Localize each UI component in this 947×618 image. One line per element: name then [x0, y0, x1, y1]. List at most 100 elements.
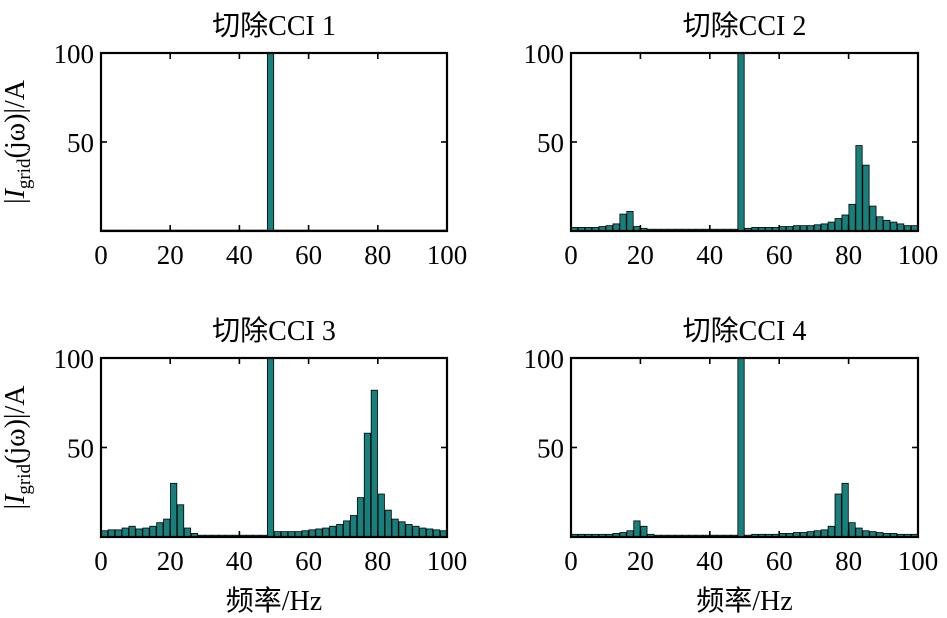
- y-tick-label: 100: [524, 39, 565, 69]
- x-axis-label: 频率/Hz: [226, 585, 322, 617]
- bar: [156, 522, 164, 538]
- chart-panel-4: 0 20 40 60 80 100 50 100 切除CCI 4 频率/Hz: [524, 315, 939, 617]
- bar: [398, 521, 406, 538]
- x-tick-label: 100: [427, 240, 468, 270]
- x-tick-label: 60: [295, 546, 322, 576]
- bar: [848, 203, 856, 232]
- bar: [266, 357, 275, 538]
- bar: [391, 518, 399, 538]
- bar: [841, 214, 849, 232]
- x-tick-label: 40: [226, 546, 253, 576]
- x-tick-label: 40: [696, 546, 723, 576]
- bar: [343, 520, 351, 538]
- bar-series: [100, 357, 448, 538]
- bar: [626, 211, 634, 232]
- x-tick-label: 60: [766, 240, 793, 270]
- y-tick-label: 50: [537, 434, 564, 464]
- bar-series: [100, 52, 448, 232]
- bar: [619, 213, 627, 232]
- bar: [412, 525, 420, 538]
- bar: [315, 528, 323, 538]
- y-tick-label: 100: [54, 39, 95, 69]
- bar: [827, 525, 835, 538]
- bar: [336, 524, 344, 538]
- bar: [135, 528, 143, 538]
- x-tick-label: 60: [295, 240, 322, 270]
- bar: [855, 527, 863, 538]
- y-axis-label-prefix: |: [0, 198, 31, 204]
- x-tick-label: 80: [835, 240, 862, 270]
- chart-panel-1: 0 20 40 60 80 100 50 100 切除CCI 1 |Igrid(jω)|/A: [0, 10, 467, 270]
- y-axis-label-symbol: I: [0, 493, 31, 505]
- bar: [128, 525, 136, 538]
- x-tick-label: 0: [564, 546, 578, 576]
- bar: [350, 515, 358, 538]
- bar: [363, 432, 371, 538]
- bar: [633, 520, 641, 538]
- x-axis-label: 频率/Hz: [696, 585, 792, 617]
- bar: [640, 525, 648, 538]
- x-tick-label: 100: [427, 546, 468, 576]
- y-tick-label: 100: [54, 344, 95, 374]
- bar: [142, 527, 150, 538]
- y-axis-label: |Igrid(jω)|/A: [0, 79, 35, 204]
- y-tick-label: 50: [537, 128, 564, 158]
- bar: [883, 219, 891, 232]
- chart-title: 切除CCI 1: [212, 10, 336, 42]
- y-axis-label-subscript: grid: [14, 463, 35, 494]
- bar-series: [570, 52, 919, 232]
- bar: [834, 493, 842, 538]
- x-tick-label: 40: [696, 240, 723, 270]
- bar: [869, 205, 877, 232]
- bar-series: [570, 357, 919, 538]
- bar: [356, 497, 365, 538]
- y-tick-label: 50: [67, 128, 94, 158]
- chart-title: 切除CCI 2: [683, 10, 807, 42]
- bar: [841, 482, 849, 538]
- x-tick-label: 80: [364, 546, 391, 576]
- bar: [322, 527, 330, 538]
- bar: [419, 527, 427, 538]
- bar: [377, 493, 385, 538]
- bar: [848, 522, 856, 538]
- bar: [370, 389, 378, 538]
- x-tick-label: 80: [835, 546, 862, 576]
- y-axis-label-suffix: (jω)|/A: [0, 79, 31, 158]
- bar: [827, 221, 835, 232]
- bar: [384, 509, 392, 538]
- chart-panel-3: 0 20 40 60 80 100 50 100 切除CCI 3 频率/Hz |Igrid(jω)|…: [0, 315, 467, 617]
- bar: [329, 525, 337, 538]
- bar: [855, 145, 863, 232]
- bar: [170, 482, 178, 538]
- bar: [177, 504, 185, 538]
- bar: [149, 525, 157, 538]
- bar: [163, 518, 171, 538]
- x-tick-label: 0: [94, 240, 108, 270]
- x-tick-label: 40: [226, 240, 253, 270]
- bar: [405, 524, 413, 538]
- y-tick-label: 100: [524, 344, 565, 374]
- chart-title: 切除CCI 3: [212, 315, 336, 347]
- x-tick-label: 20: [627, 240, 654, 270]
- bar: [737, 357, 745, 538]
- bar: [121, 527, 129, 538]
- bar: [266, 52, 275, 232]
- bar: [183, 527, 192, 538]
- x-tick-label: 0: [94, 546, 108, 576]
- bar: [834, 218, 842, 232]
- y-axis-label-prefix: |: [0, 504, 31, 510]
- x-tick-label: 100: [898, 240, 939, 270]
- y-axis-label-symbol: I: [0, 187, 31, 199]
- x-tick-label: 60: [766, 546, 793, 576]
- chart-panel-2: 0 20 40 60 80 100 50 100 切除CCI 2: [524, 10, 939, 270]
- bar: [426, 528, 434, 538]
- bar: [862, 164, 870, 232]
- bar: [876, 216, 884, 232]
- x-tick-label: 20: [627, 546, 654, 576]
- x-tick-label: 20: [157, 240, 184, 270]
- x-tick-label: 0: [564, 240, 578, 270]
- y-axis-label: |Igrid(jω)|/A: [0, 385, 35, 510]
- chart-title: 切除CCI 4: [683, 315, 807, 347]
- y-tick-label: 50: [67, 434, 94, 464]
